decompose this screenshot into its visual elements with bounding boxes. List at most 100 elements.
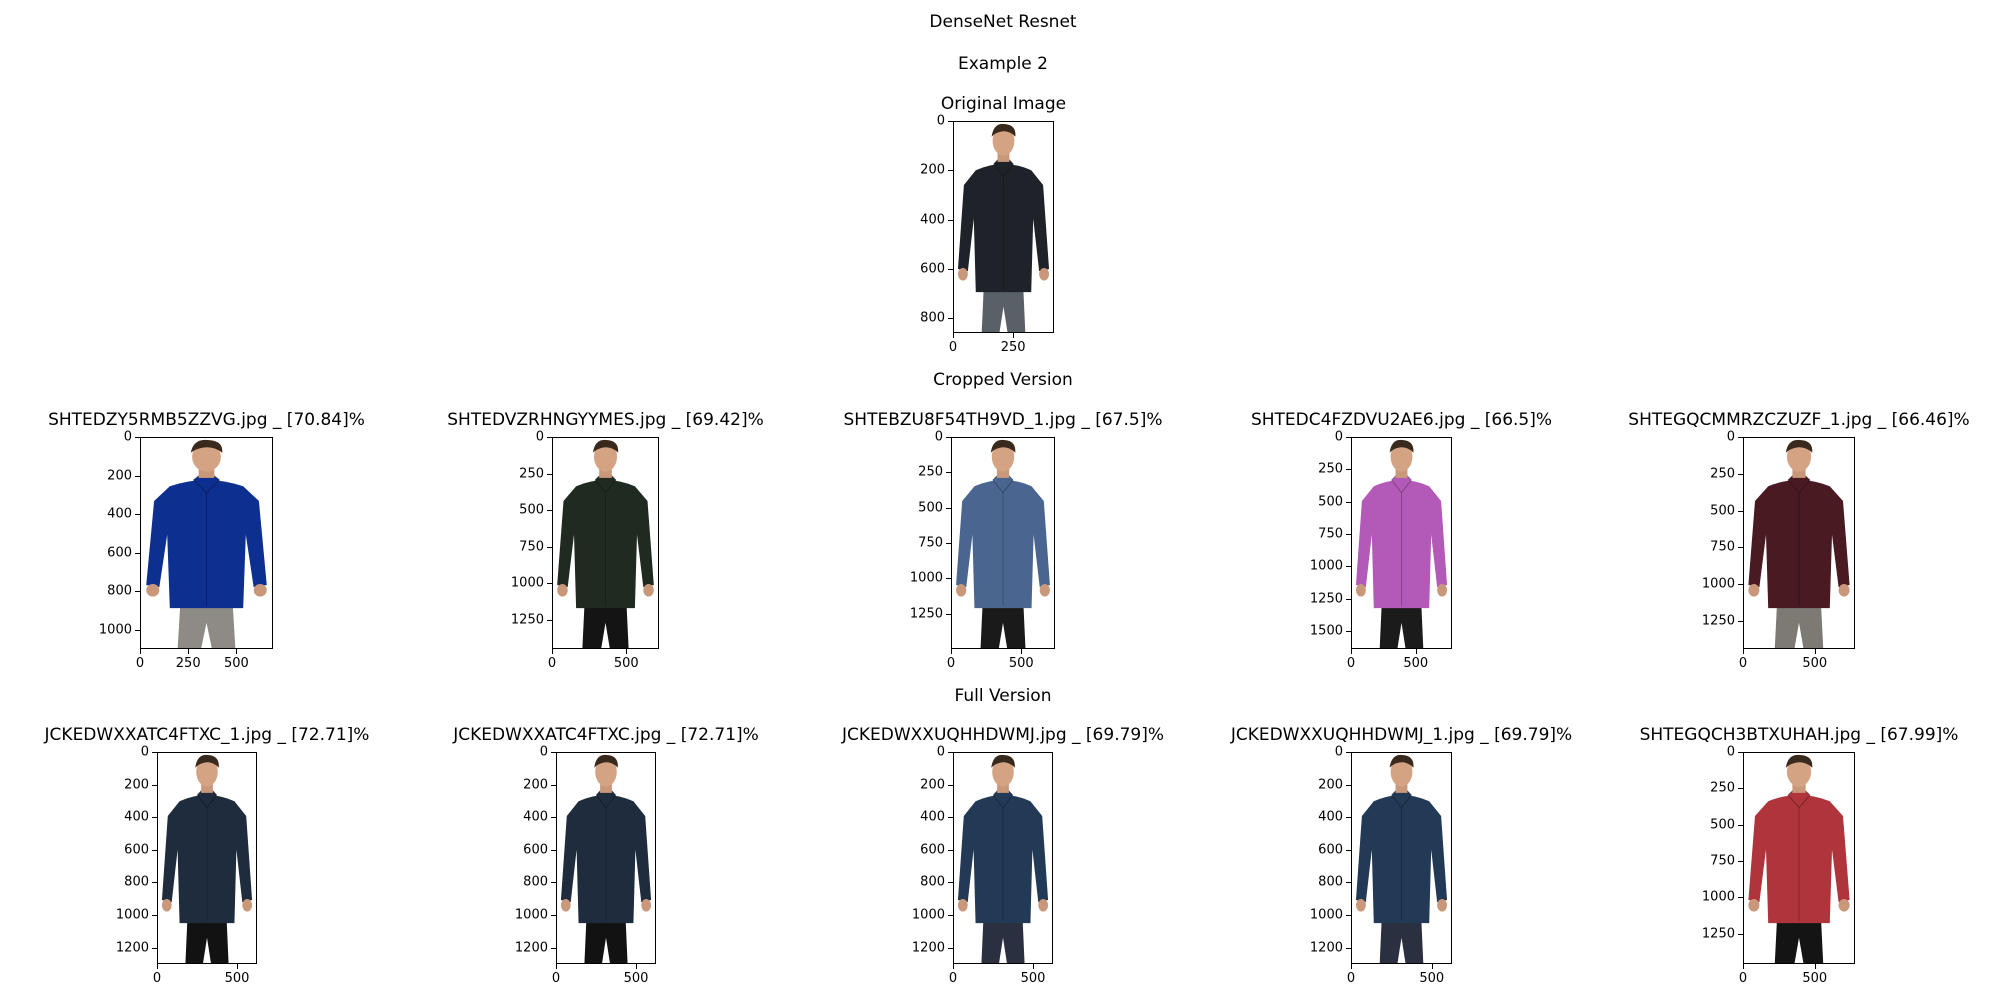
y-tick-label: 0 (539, 744, 548, 760)
y-tick-mark (946, 507, 951, 509)
y-tick-label: 1000 (1701, 576, 1735, 592)
y-tick-label: 1000 (98, 622, 132, 638)
y-tick-mark (946, 578, 951, 580)
full-result-panel: JCKEDWXXUQHHDWMJ.jpg _ [69.79]% 0 200 400 60… (842, 725, 1164, 986)
y-tick-label: 500 (1318, 494, 1343, 510)
y-tick-mark (948, 882, 953, 884)
x-tick-label: 0 (135, 656, 145, 671)
x-tick-mark (951, 649, 952, 654)
y-tick-label: 0 (1334, 429, 1343, 445)
y-tick-label: 1250 (510, 612, 544, 628)
y-tick-mark (946, 472, 951, 474)
x-tick-label: 500 (623, 971, 649, 986)
y-tick-mark (135, 475, 140, 477)
y-tick-label: 0 (1726, 744, 1735, 760)
y-tick-label: 250 (1318, 461, 1343, 477)
product-photo-svg (158, 753, 256, 963)
y-tick-mark (1346, 533, 1351, 535)
panel-title: SHTEGQCMMRZCZUZF_1.jpg _ [66.46]% (1628, 410, 1970, 430)
y-tick-label: 800 (920, 874, 945, 890)
y-tick-mark (152, 752, 157, 753)
y-tick-label: 400 (124, 809, 149, 825)
image-axes (552, 437, 659, 649)
y-tick-mark (1738, 437, 1743, 438)
y-tick-label: 200 (523, 777, 548, 793)
figure-title: DenseNet Resnet (929, 12, 1077, 32)
figure-subtitle: Example 2 (958, 54, 1048, 74)
x-tick-mark (636, 964, 637, 969)
product-photo-svg (1744, 753, 1854, 963)
y-tick-label: 0 (140, 744, 149, 760)
y-tick-label: 1000 (510, 575, 544, 591)
y-tick-mark (551, 915, 556, 917)
x-tick-label: 0 (547, 656, 557, 671)
y-tick-mark (547, 437, 552, 438)
y-tick-label: 0 (123, 429, 132, 445)
image-axes (157, 752, 257, 964)
product-photo-svg (141, 438, 272, 648)
y-tick-mark (135, 591, 140, 593)
image-axes (1743, 752, 1855, 964)
product-photo-svg (557, 753, 655, 963)
x-tick-label: 0 (1738, 971, 1748, 986)
y-tick-mark (551, 947, 556, 949)
panel-title: JCKEDWXXUQHHDWMJ_1.jpg _ [69.79]% (1230, 725, 1573, 745)
y-tick-mark (547, 546, 552, 548)
y-tick-mark (135, 552, 140, 554)
x-tick-mark (188, 649, 190, 654)
y-tick-mark (1346, 437, 1351, 438)
y-tick-mark (1738, 897, 1743, 899)
panel-title: SHTEBZU8F54TH9VD_1.jpg _ [67.5]% (843, 410, 1163, 430)
y-tick-mark (1346, 752, 1351, 753)
y-tick-mark (551, 752, 556, 753)
y-tick-mark (1346, 849, 1351, 851)
image-axes (951, 437, 1055, 649)
y-tick-mark (1738, 510, 1743, 512)
y-tick-mark (1346, 469, 1351, 471)
y-tick-mark (948, 170, 953, 172)
y-tick-label: 250 (1710, 466, 1735, 482)
y-tick-mark (135, 629, 140, 631)
y-tick-mark (948, 268, 953, 270)
y-tick-mark (547, 583, 552, 585)
product-photo-svg (954, 753, 1052, 963)
x-tick-mark (1351, 964, 1352, 969)
y-tick-label: 800 (124, 874, 149, 890)
y-tick-label: 800 (920, 310, 945, 326)
x-tick-mark (236, 649, 238, 654)
cropped-result-panel: SHTEDZY5RMB5ZZVG.jpg _ [70.84]% 0 200 400 60… (48, 410, 365, 671)
y-tick-label: 400 (920, 212, 945, 228)
y-tick-label: 400 (107, 506, 132, 522)
y-tick-mark (1346, 566, 1351, 568)
y-tick-mark (152, 817, 157, 819)
y-tick-mark (948, 817, 953, 819)
product-photo-svg (553, 438, 658, 648)
y-tick-label: 600 (920, 261, 945, 277)
y-tick-mark (1738, 584, 1743, 586)
x-tick-label: 500 (1802, 971, 1828, 986)
image-axes (1743, 437, 1855, 649)
x-tick-mark (626, 649, 628, 654)
y-tick-mark (948, 947, 953, 949)
x-tick-mark (157, 964, 158, 969)
y-tick-label: 1000 (115, 907, 149, 923)
y-tick-mark (1738, 860, 1743, 862)
y-tick-label: 750 (1710, 539, 1735, 555)
y-tick-label: 250 (918, 464, 943, 480)
panel-title: JCKEDWXXATC4FTXC.jpg _ [72.71]% (453, 725, 759, 745)
full-result-panel: SHTEGQCH3BTXUHAH.jpg _ [67.99]% 0 250 500 75… (1640, 725, 1959, 986)
x-tick-mark (140, 649, 141, 654)
product-photo-svg (1352, 753, 1451, 963)
y-tick-label: 600 (107, 545, 132, 561)
y-tick-label: 500 (918, 500, 943, 516)
image-axes (953, 752, 1053, 964)
x-tick-mark (552, 649, 553, 654)
x-tick-mark (1415, 649, 1417, 654)
y-tick-label: 600 (523, 842, 548, 858)
x-tick-label: 500 (1008, 656, 1034, 671)
y-tick-mark (1738, 473, 1743, 475)
y-tick-label: 1200 (514, 940, 548, 956)
panel-title: SHTEGQCH3BTXUHAH.jpg _ [67.99]% (1639, 725, 1959, 745)
cropped-result-panel: SHTEGQCMMRZCZUZF_1.jpg _ [66.46]% 0 250 500… (1628, 410, 1969, 671)
y-tick-label: 1000 (1309, 558, 1343, 574)
